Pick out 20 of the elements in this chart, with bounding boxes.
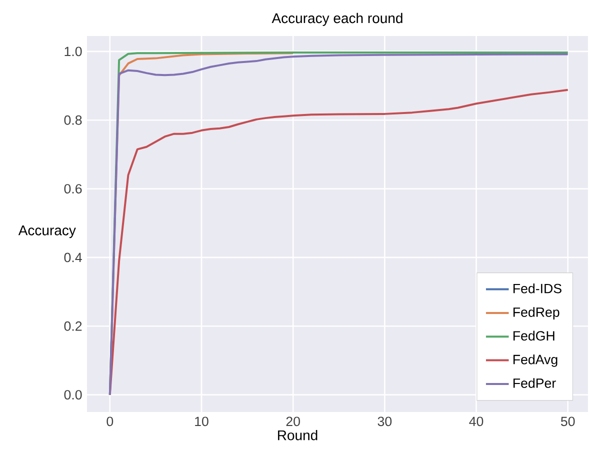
legend-label: Fed-IDS — [513, 283, 562, 294]
x-tick-label: 50 — [560, 416, 575, 426]
chart-title: Accuracy each round — [272, 12, 402, 26]
y-tick-label: 0.6 — [64, 184, 82, 194]
x-tick-label: 30 — [378, 416, 392, 426]
legend-label: FedAvg — [513, 354, 558, 367]
y-tick-label: 1.0 — [64, 46, 82, 56]
y-tick-label: 0.4 — [64, 252, 82, 262]
y-tick-label: 0.2 — [64, 321, 82, 331]
x-axis-title: Round — [278, 430, 318, 440]
y-tick-label: 0.0 — [64, 390, 82, 400]
y-axis-title: Accuracy — [18, 226, 76, 238]
legend-label: FedGH — [513, 330, 554, 341]
legend-label: FedRep — [513, 307, 560, 320]
x-tick-label: 0 — [106, 416, 114, 426]
legend-label: FedPer — [513, 378, 556, 388]
x-tick-label: 40 — [469, 416, 484, 426]
x-tick-label: 10 — [195, 416, 208, 426]
y-tick-label: 0.8 — [64, 115, 82, 125]
x-tick-label: 20 — [286, 416, 300, 426]
